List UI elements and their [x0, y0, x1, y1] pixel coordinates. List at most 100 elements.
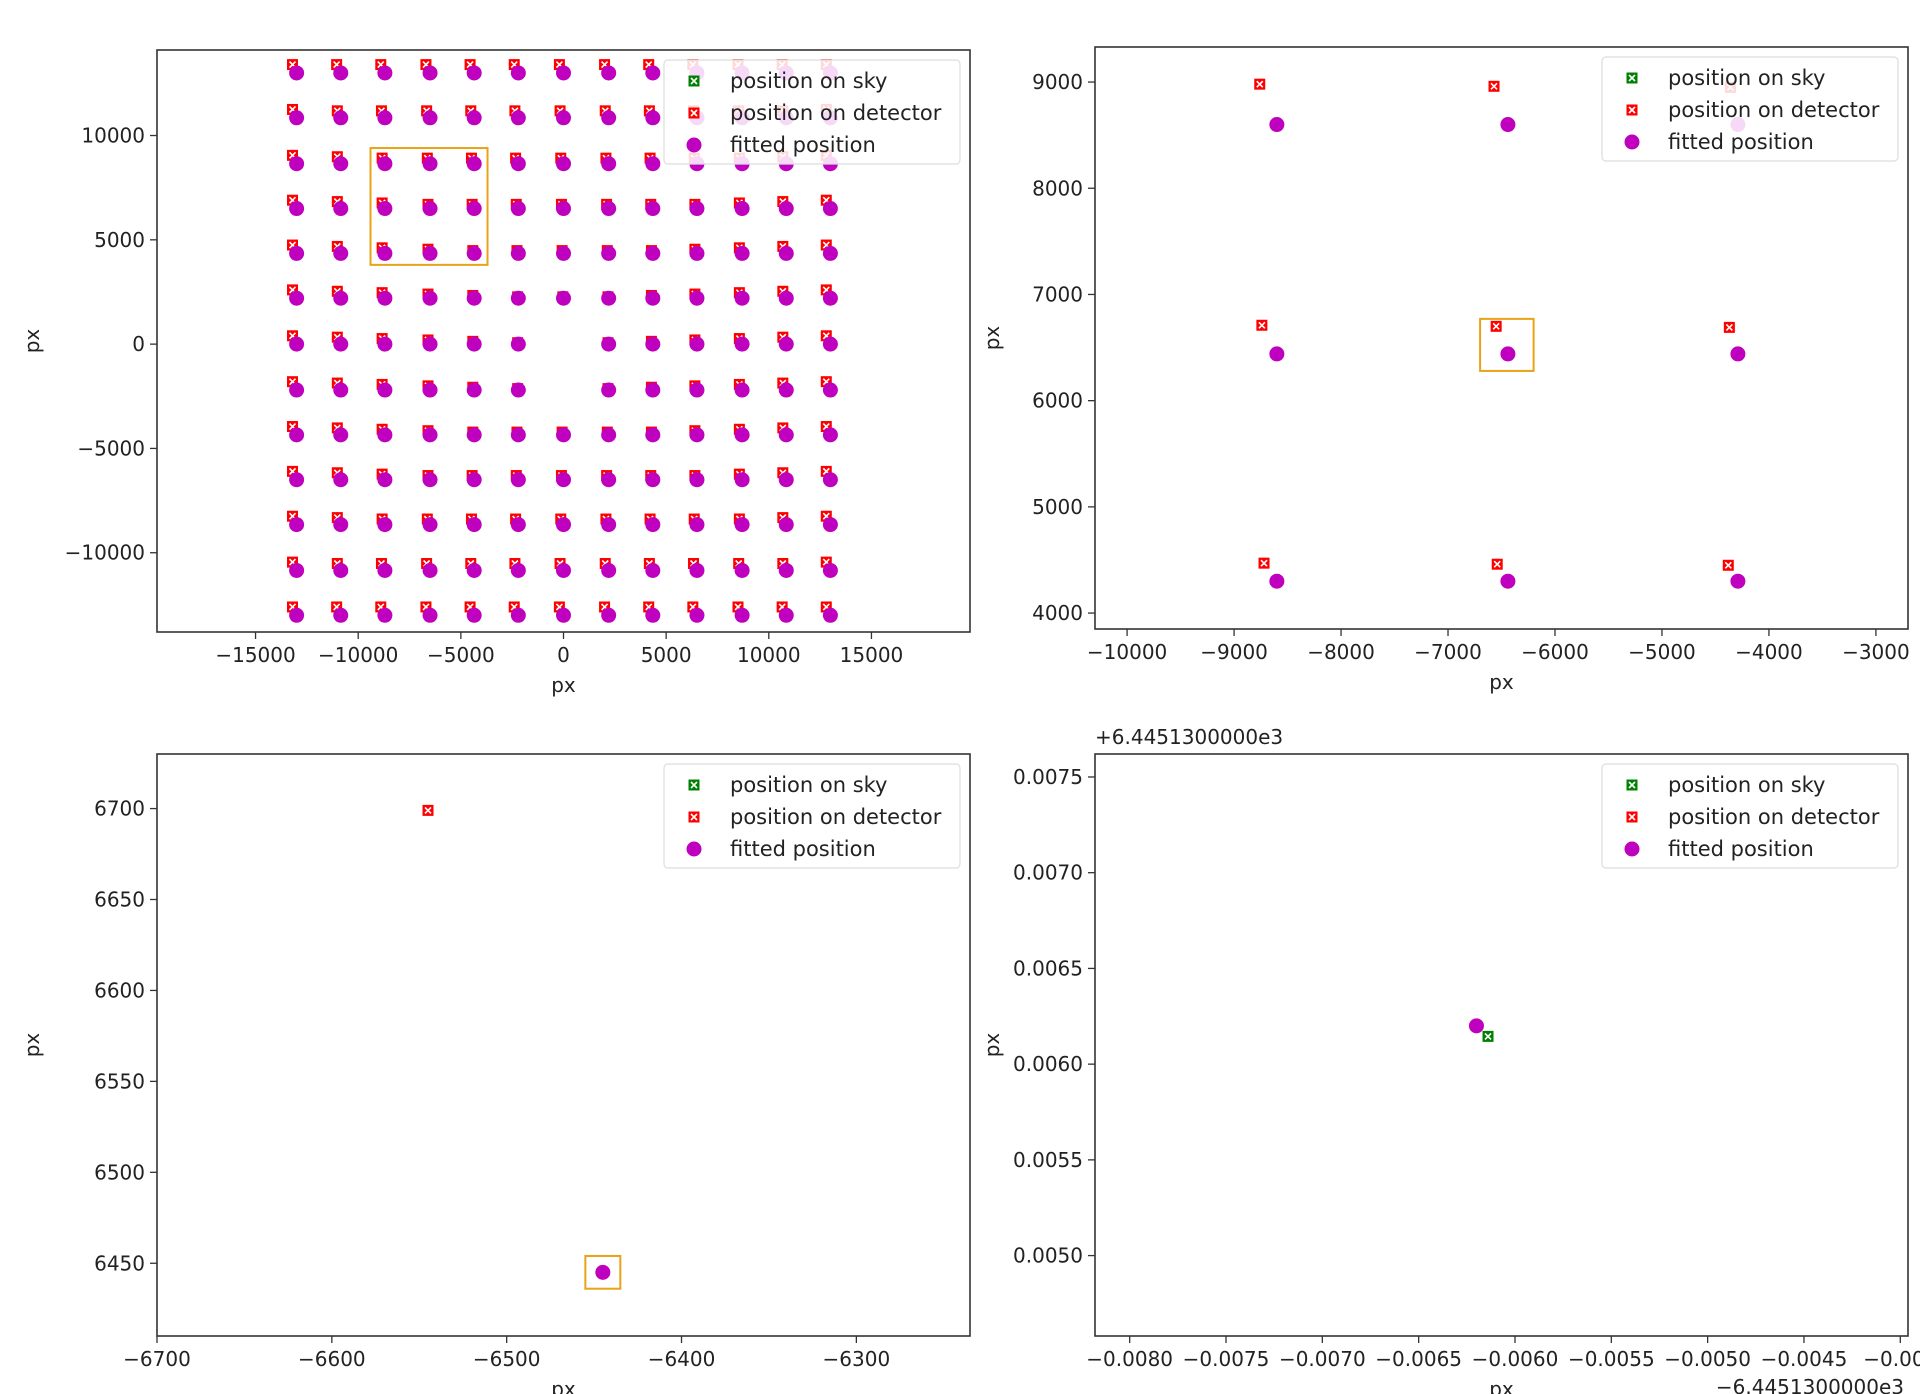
x-tick-label: −0.0055: [1568, 1347, 1655, 1371]
fitted-marker: [822, 245, 838, 261]
fitted-marker: [822, 517, 838, 533]
legend-label: position on sky: [730, 773, 887, 797]
fitted-marker: [333, 562, 349, 578]
fitted-marker: [466, 336, 482, 352]
detector-marker-cross: [1493, 560, 1501, 568]
legend-label: position on detector: [1668, 98, 1880, 122]
fitted-marker: [289, 517, 305, 533]
legend-label: fitted position: [730, 837, 876, 861]
fitted-marker: [778, 517, 794, 533]
data-points: [1468, 1018, 1494, 1042]
data-points: [287, 59, 838, 623]
fitted-marker: [556, 290, 571, 306]
detector-marker-cross: [1492, 322, 1500, 330]
fitted-marker: [822, 336, 838, 352]
fitted-marker: [689, 427, 705, 443]
fitted-marker: [734, 427, 750, 443]
y-axis-label: px: [20, 329, 44, 354]
fitted-marker: [689, 562, 705, 578]
x-tick-label: 15000: [840, 643, 904, 667]
fitted-marker: [377, 427, 393, 443]
fitted-marker: [510, 472, 526, 488]
fitted-marker: [289, 156, 305, 172]
fitted-marker: [1730, 573, 1746, 589]
fitted-marker: [289, 245, 305, 261]
fitted-marker: [645, 607, 661, 623]
fitted-marker: [556, 110, 571, 126]
legend-label: fitted position: [1668, 130, 1814, 154]
fitted-marker: [778, 382, 794, 398]
legend-marker-cross: [690, 77, 698, 85]
detector-marker-cross: [1725, 323, 1733, 331]
fitted-marker: [377, 156, 393, 172]
fitted-marker: [734, 562, 750, 578]
legend-label: position on detector: [730, 805, 942, 829]
detector-marker-cross: [1256, 80, 1264, 88]
fitted-marker: [689, 201, 705, 217]
fitted-marker: [822, 382, 838, 398]
fitted-marker: [289, 65, 305, 81]
fitted-marker: [1269, 117, 1285, 133]
fitted-marker: [289, 562, 305, 578]
fitted-marker: [689, 290, 705, 306]
sky-marker-cross: [1484, 1032, 1492, 1040]
fitted-marker: [333, 245, 349, 261]
fitted-marker: [466, 290, 482, 306]
x-axis-label: px: [551, 673, 576, 697]
fitted-marker: [778, 472, 794, 488]
y-tick-label: 0.0055: [1013, 1148, 1083, 1172]
detector-marker-cross: [1724, 561, 1732, 569]
y-tick-label: 6000: [1032, 389, 1083, 413]
fitted-marker: [601, 336, 617, 352]
fitted-marker: [645, 110, 661, 126]
y-tick-label: 7000: [1032, 282, 1083, 306]
fitted-marker: [778, 427, 794, 443]
fitted-marker: [289, 336, 305, 352]
fitted-marker: [510, 382, 526, 398]
x-tick-label: −6400: [648, 1347, 716, 1371]
legend-marker-cross: [690, 781, 698, 789]
legend-marker: [1624, 134, 1640, 150]
zoom-region-box: [369, 147, 489, 266]
fitted-marker: [466, 245, 482, 261]
y-axis-label: px: [980, 326, 1004, 351]
fitted-marker: [689, 336, 705, 352]
fitted-marker: [510, 201, 526, 217]
fitted-marker: [422, 65, 438, 81]
legend-label: position on detector: [730, 101, 942, 125]
x-axis-label: px: [1489, 670, 1514, 694]
fitted-marker: [645, 472, 661, 488]
fitted-marker: [822, 290, 838, 306]
fitted-marker: [377, 336, 393, 352]
fitted-marker: [645, 562, 661, 578]
detector-marker-cross: [1258, 321, 1266, 329]
fitted-marker: [333, 472, 349, 488]
fitted-marker: [556, 472, 571, 488]
fitted-marker: [601, 156, 617, 172]
fitted-marker: [601, 517, 617, 533]
fitted-marker: [422, 156, 438, 172]
fitted-marker: [556, 245, 571, 261]
fitted-marker: [556, 427, 571, 443]
fitted-marker: [510, 245, 526, 261]
legend-label: position on detector: [1668, 805, 1880, 829]
y-tick-label: 6650: [94, 888, 145, 912]
fitted-marker: [289, 110, 305, 126]
legend-marker: [686, 137, 702, 153]
panel-top-left: −15000 −10000 −5000 0 5000 10000 15000 −10000 −5…: [20, 49, 971, 697]
fitted-marker: [289, 607, 305, 623]
fitted-marker: [510, 156, 526, 172]
legend: position on sky position on detector fitte…: [1601, 56, 1899, 162]
fitted-marker: [601, 472, 617, 488]
fitted-marker: [333, 382, 349, 398]
legend: position on sky position on detector fitte…: [663, 763, 961, 869]
x-tick-label: −8000: [1307, 640, 1375, 664]
x-tick-label: 10000: [737, 643, 801, 667]
x-tick-label: −5000: [1628, 640, 1696, 664]
legend: position on sky position on detector fitte…: [1601, 763, 1899, 869]
legend-marker-cross: [690, 109, 698, 117]
fitted-marker: [333, 607, 349, 623]
x-tick-label: −10000: [1087, 640, 1167, 664]
fitted-marker: [510, 65, 526, 81]
